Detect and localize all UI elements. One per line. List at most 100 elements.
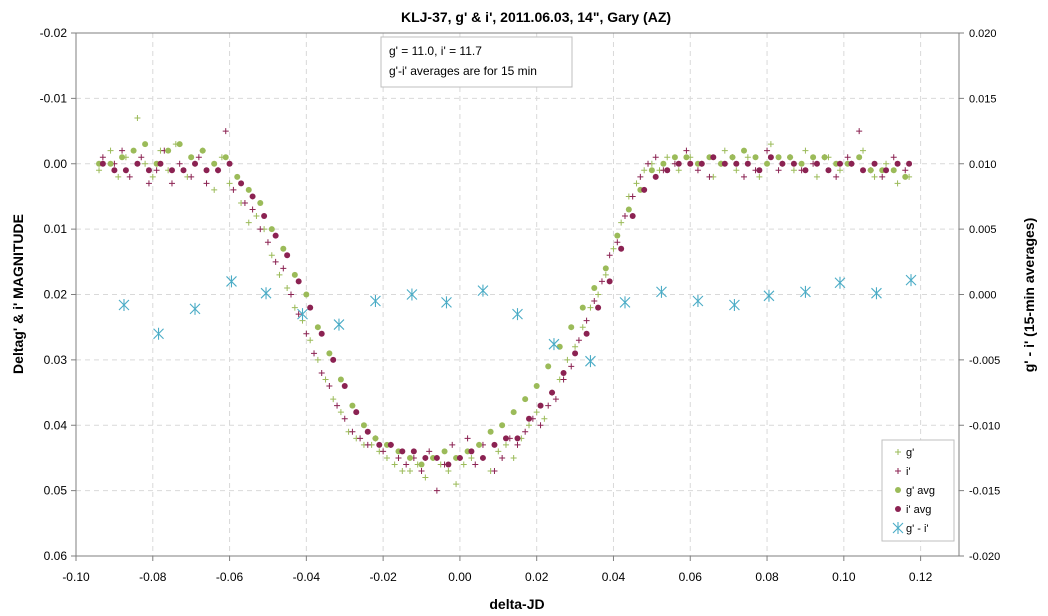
legend-marker	[895, 468, 901, 474]
data-point	[119, 147, 126, 154]
data-point	[683, 147, 690, 154]
data-point	[568, 324, 575, 331]
data-point	[721, 160, 728, 167]
data-point	[894, 180, 901, 187]
x-axis-title: delta-JD	[489, 596, 544, 612]
data-point	[671, 154, 678, 161]
data-point	[410, 448, 417, 455]
data-point	[860, 147, 867, 154]
data-point	[96, 167, 103, 174]
data-point	[572, 350, 579, 357]
legend-marker	[895, 449, 901, 455]
data-point	[545, 363, 552, 370]
data-point	[614, 232, 621, 239]
y2-tick-label: -0.005	[969, 355, 1000, 367]
data-point	[810, 154, 817, 161]
x-tick-label: -0.04	[293, 570, 321, 584]
data-point	[648, 167, 655, 174]
data-point	[222, 154, 229, 161]
data-point	[633, 180, 640, 187]
data-point	[763, 289, 775, 302]
data-point	[268, 226, 275, 233]
data-point	[326, 383, 333, 390]
data-point	[357, 435, 364, 442]
data-point	[238, 180, 245, 187]
data-point	[614, 239, 621, 246]
grid	[76, 33, 959, 556]
data-point	[514, 441, 521, 448]
data-point	[330, 396, 337, 403]
data-point	[176, 160, 183, 167]
data-point	[245, 186, 252, 193]
data-point	[245, 219, 252, 226]
data-point	[767, 154, 774, 161]
x-tick-label: 0.02	[525, 570, 549, 584]
data-point	[883, 160, 890, 167]
data-point	[142, 160, 149, 167]
data-point	[115, 173, 122, 180]
data-point	[741, 147, 748, 154]
series-gi	[118, 274, 917, 368]
data-point	[353, 409, 360, 416]
data-point	[280, 265, 287, 272]
data-point	[579, 304, 586, 311]
x-tick-label: 0.10	[832, 570, 856, 584]
y-tick-label: 0.00	[44, 157, 68, 171]
data-point	[821, 154, 828, 161]
data-point	[775, 167, 782, 174]
data-point	[579, 324, 586, 331]
data-point	[337, 376, 344, 383]
data-point	[495, 448, 502, 455]
y2-tick-label: 0.005	[969, 224, 997, 236]
data-point	[487, 428, 494, 435]
data-point	[314, 324, 321, 331]
data-point	[107, 147, 114, 154]
data-point	[257, 226, 264, 233]
data-point	[706, 173, 713, 180]
data-point	[583, 317, 590, 324]
data-point	[637, 173, 644, 180]
legend-marker	[892, 522, 904, 534]
data-point	[744, 160, 751, 167]
data-point	[836, 160, 843, 167]
data-point	[260, 287, 272, 300]
data-point	[833, 173, 840, 180]
legend: g' i' g' avg i' avg g' - i'	[881, 439, 955, 542]
data-point	[203, 167, 210, 174]
data-point	[767, 141, 774, 148]
data-point	[476, 441, 483, 448]
data-point	[118, 298, 130, 311]
data-point	[370, 295, 381, 308]
data-point	[502, 435, 509, 442]
y-tick-label: 0.06	[44, 549, 68, 563]
annotation-box: g' = 11.0, i' = 11.7 g'-i' averages are …	[380, 36, 573, 88]
data-point	[391, 461, 398, 468]
x-tick-label: -0.06	[216, 570, 244, 584]
data-point	[464, 435, 471, 442]
data-points	[96, 114, 917, 494]
data-point	[280, 245, 287, 252]
y2-tick-label: -0.010	[969, 420, 1000, 432]
data-point	[764, 147, 771, 154]
data-point	[595, 291, 602, 298]
data-point	[460, 461, 467, 468]
data-point	[468, 454, 475, 461]
data-point	[549, 389, 556, 396]
data-point	[330, 356, 337, 363]
data-point	[894, 160, 901, 167]
data-point	[656, 285, 667, 298]
data-point	[426, 448, 433, 455]
data-point	[407, 454, 414, 461]
legend-marker	[895, 506, 901, 512]
data-point	[334, 402, 341, 409]
data-point	[514, 435, 521, 442]
x-tick-label: -0.02	[369, 570, 397, 584]
y2-tick-label: 0.000	[969, 290, 997, 302]
data-point	[756, 167, 763, 174]
x-tick-label: -0.08	[139, 570, 167, 584]
data-point	[871, 173, 878, 180]
y-tick-label: 0.05	[44, 484, 68, 498]
data-point	[526, 415, 533, 422]
data-point	[341, 415, 348, 422]
data-point	[111, 167, 118, 174]
